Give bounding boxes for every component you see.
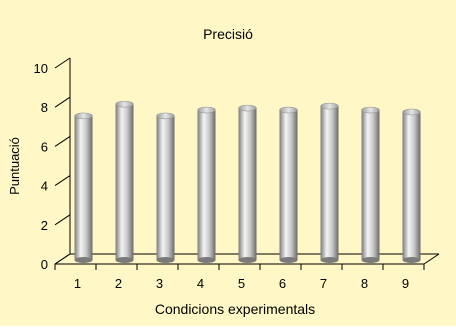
y-tick-label: 2 (41, 218, 48, 233)
x-axis-label: Condicions experimentals (155, 301, 315, 317)
floor-right-edge (423, 253, 440, 265)
x-tick-label: 7 (320, 276, 327, 291)
x-tick-label: 6 (279, 276, 286, 291)
y-tick-mark (54, 214, 71, 226)
bar (156, 112, 175, 263)
x-tick-label: 3 (156, 276, 163, 291)
y-tick-mark (54, 253, 71, 265)
y-tick-mark (54, 135, 71, 147)
x-tick-label: 1 (74, 276, 81, 291)
y-tick-label: 6 (41, 139, 48, 154)
bars (74, 100, 421, 263)
x-axis-ticks: 1 2 3 4 5 6 7 8 9 (54, 264, 425, 291)
bar (279, 106, 298, 263)
x-tick-label: 2 (115, 276, 122, 291)
bar (361, 106, 380, 263)
x-tick-label: 9 (402, 276, 409, 291)
y-axis-ticks: 0 2 4 6 8 10 (34, 57, 71, 272)
y-axis-label: Puntuació (7, 137, 22, 195)
bar (238, 104, 257, 263)
x-tick-label: 8 (361, 276, 368, 291)
x-tick-label: 5 (238, 276, 245, 291)
bar (402, 108, 421, 263)
y-tick-label: 8 (41, 100, 48, 115)
chart-title: Precisió (203, 26, 253, 42)
y-tick-mark (54, 57, 71, 69)
y-tick-mark (54, 96, 71, 108)
bar (115, 100, 134, 263)
y-tick-mark (54, 175, 71, 187)
bar (320, 102, 339, 263)
y-tick-label: 4 (41, 179, 48, 194)
x-tick-label: 4 (197, 276, 204, 291)
bar (197, 106, 216, 263)
bar (74, 112, 93, 263)
y-tick-label: 10 (34, 61, 48, 76)
y-tick-label: 0 (41, 257, 48, 272)
